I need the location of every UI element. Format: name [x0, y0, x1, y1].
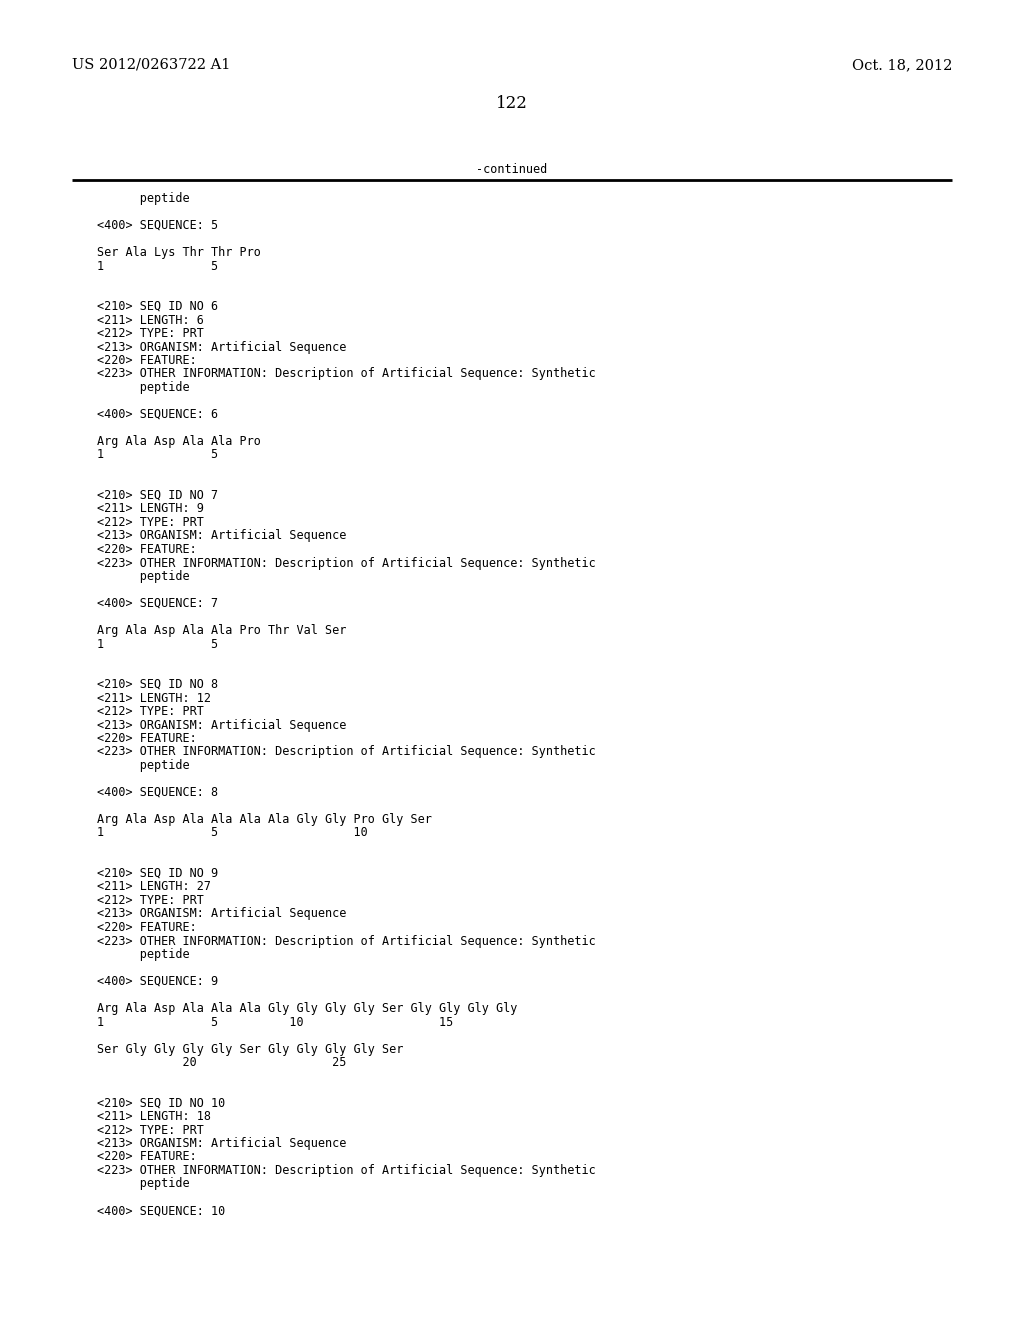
Text: Arg Ala Asp Ala Ala Ala Gly Gly Gly Gly Ser Gly Gly Gly Gly: Arg Ala Asp Ala Ala Ala Gly Gly Gly Gly … — [97, 1002, 517, 1015]
Text: <211> LENGTH: 18: <211> LENGTH: 18 — [97, 1110, 211, 1123]
Text: peptide: peptide — [97, 1177, 189, 1191]
Text: <223> OTHER INFORMATION: Description of Artificial Sequence: Synthetic: <223> OTHER INFORMATION: Description of … — [97, 746, 596, 759]
Text: Arg Ala Asp Ala Ala Pro Thr Val Ser: Arg Ala Asp Ala Ala Pro Thr Val Ser — [97, 624, 346, 638]
Text: <210> SEQ ID NO 6: <210> SEQ ID NO 6 — [97, 300, 218, 313]
Text: <211> LENGTH: 6: <211> LENGTH: 6 — [97, 314, 204, 326]
Text: Ser Ala Lys Thr Thr Pro: Ser Ala Lys Thr Thr Pro — [97, 246, 261, 259]
Text: 122: 122 — [496, 95, 528, 112]
Text: 1               5: 1 5 — [97, 449, 218, 462]
Text: <400> SEQUENCE: 5: <400> SEQUENCE: 5 — [97, 219, 218, 232]
Text: <400> SEQUENCE: 9: <400> SEQUENCE: 9 — [97, 975, 218, 987]
Text: Arg Ala Asp Ala Ala Pro: Arg Ala Asp Ala Ala Pro — [97, 436, 261, 447]
Text: <400> SEQUENCE: 8: <400> SEQUENCE: 8 — [97, 785, 218, 799]
Text: peptide: peptide — [97, 759, 189, 772]
Text: <212> TYPE: PRT: <212> TYPE: PRT — [97, 516, 204, 529]
Text: <210> SEQ ID NO 7: <210> SEQ ID NO 7 — [97, 488, 218, 502]
Text: <400> SEQUENCE: 6: <400> SEQUENCE: 6 — [97, 408, 218, 421]
Text: <213> ORGANISM: Artificial Sequence: <213> ORGANISM: Artificial Sequence — [97, 908, 346, 920]
Text: 1               5: 1 5 — [97, 638, 218, 651]
Text: <400> SEQUENCE: 10: <400> SEQUENCE: 10 — [97, 1204, 225, 1217]
Text: <223> OTHER INFORMATION: Description of Artificial Sequence: Synthetic: <223> OTHER INFORMATION: Description of … — [97, 367, 596, 380]
Text: 1               5                   10: 1 5 10 — [97, 826, 368, 840]
Text: <220> FEATURE:: <220> FEATURE: — [97, 1151, 197, 1163]
Text: <220> FEATURE:: <220> FEATURE: — [97, 354, 197, 367]
Text: <210> SEQ ID NO 8: <210> SEQ ID NO 8 — [97, 678, 218, 690]
Text: <210> SEQ ID NO 9: <210> SEQ ID NO 9 — [97, 867, 218, 880]
Text: <212> TYPE: PRT: <212> TYPE: PRT — [97, 894, 204, 907]
Text: Oct. 18, 2012: Oct. 18, 2012 — [852, 58, 952, 73]
Text: <212> TYPE: PRT: <212> TYPE: PRT — [97, 327, 204, 341]
Text: <220> FEATURE:: <220> FEATURE: — [97, 921, 197, 935]
Text: <210> SEQ ID NO 10: <210> SEQ ID NO 10 — [97, 1097, 225, 1110]
Text: <223> OTHER INFORMATION: Description of Artificial Sequence: Synthetic: <223> OTHER INFORMATION: Description of … — [97, 557, 596, 569]
Text: <212> TYPE: PRT: <212> TYPE: PRT — [97, 705, 204, 718]
Text: <223> OTHER INFORMATION: Description of Artificial Sequence: Synthetic: <223> OTHER INFORMATION: Description of … — [97, 1164, 596, 1177]
Text: <400> SEQUENCE: 7: <400> SEQUENCE: 7 — [97, 597, 218, 610]
Text: peptide: peptide — [97, 570, 189, 583]
Text: <211> LENGTH: 9: <211> LENGTH: 9 — [97, 503, 204, 516]
Text: peptide: peptide — [97, 381, 189, 393]
Text: peptide: peptide — [97, 191, 189, 205]
Text: <213> ORGANISM: Artificial Sequence: <213> ORGANISM: Artificial Sequence — [97, 341, 346, 354]
Text: <220> FEATURE:: <220> FEATURE: — [97, 733, 197, 744]
Text: <213> ORGANISM: Artificial Sequence: <213> ORGANISM: Artificial Sequence — [97, 718, 346, 731]
Text: peptide: peptide — [97, 948, 189, 961]
Text: 1               5          10                   15: 1 5 10 15 — [97, 1015, 454, 1028]
Text: <211> LENGTH: 27: <211> LENGTH: 27 — [97, 880, 211, 894]
Text: <213> ORGANISM: Artificial Sequence: <213> ORGANISM: Artificial Sequence — [97, 529, 346, 543]
Text: 20                   25: 20 25 — [97, 1056, 346, 1069]
Text: Ser Gly Gly Gly Gly Ser Gly Gly Gly Gly Ser: Ser Gly Gly Gly Gly Ser Gly Gly Gly Gly … — [97, 1043, 403, 1056]
Text: 1               5: 1 5 — [97, 260, 218, 272]
Text: <223> OTHER INFORMATION: Description of Artificial Sequence: Synthetic: <223> OTHER INFORMATION: Description of … — [97, 935, 596, 948]
Text: <212> TYPE: PRT: <212> TYPE: PRT — [97, 1123, 204, 1137]
Text: US 2012/0263722 A1: US 2012/0263722 A1 — [72, 58, 230, 73]
Text: Arg Ala Asp Ala Ala Ala Ala Gly Gly Pro Gly Ser: Arg Ala Asp Ala Ala Ala Ala Gly Gly Pro … — [97, 813, 432, 826]
Text: <213> ORGANISM: Artificial Sequence: <213> ORGANISM: Artificial Sequence — [97, 1137, 346, 1150]
Text: <220> FEATURE:: <220> FEATURE: — [97, 543, 197, 556]
Text: -continued: -continued — [476, 162, 548, 176]
Text: <211> LENGTH: 12: <211> LENGTH: 12 — [97, 692, 211, 705]
